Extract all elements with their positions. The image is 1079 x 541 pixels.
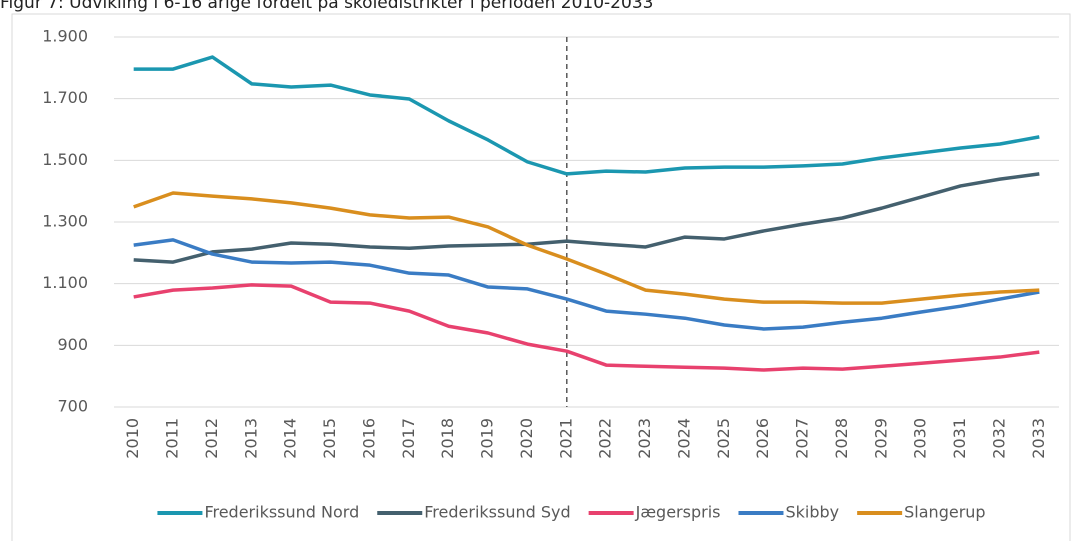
chart-title: Figur 7: Udvikling i 6-16 årige fordelt … [0, 0, 653, 13]
x-tick-label: 2013 [241, 418, 260, 459]
series-line [133, 172, 1040, 264]
x-tick-label: 2016 [359, 418, 378, 459]
x-tick-label: 2012 [202, 418, 221, 459]
x-tick-label: 2032 [989, 418, 1008, 459]
x-tick-label: 2030 [911, 418, 930, 459]
legend-label: Frederikssund Syd [424, 503, 570, 522]
y-tick-label: 1.100 [42, 273, 88, 292]
x-tick-label: 2020 [517, 418, 536, 459]
x-tick-label: 2025 [714, 418, 733, 459]
y-tick-label: 1.500 [42, 150, 88, 169]
x-tick-label: 2015 [320, 418, 339, 459]
series-line [133, 191, 1040, 305]
legend-label: Frederikssund Nord [204, 503, 359, 522]
x-tick-label: 2019 [478, 418, 497, 459]
legend-label: Jægerspris [635, 503, 721, 522]
x-tick-label: 2024 [674, 418, 693, 459]
x-tick-label: 2031 [950, 418, 969, 459]
x-tick-label: 2011 [163, 418, 182, 459]
y-tick-label: 1.900 [42, 27, 88, 46]
x-tick-label: 2022 [596, 418, 615, 459]
x-tick-label: 2023 [635, 418, 654, 459]
x-tick-label: 2021 [556, 418, 575, 459]
y-tick-label: 1.700 [42, 88, 88, 107]
x-tick-label: 2026 [753, 418, 772, 459]
x-tick-label: 2018 [438, 418, 457, 459]
x-tick-label: 2017 [399, 418, 418, 459]
y-tick-label: 1.300 [42, 212, 88, 231]
series-line [133, 283, 1040, 372]
legend-label: Skibby [785, 503, 839, 522]
y-tick-label: 900 [57, 335, 88, 354]
x-tick-label: 2033 [1029, 418, 1048, 459]
series-line [133, 55, 1040, 176]
legend-label: Slangerup [904, 503, 985, 522]
x-tick-label: 2014 [281, 418, 300, 459]
x-tick-label: 2027 [793, 418, 812, 459]
x-tick-label: 2028 [832, 418, 851, 459]
x-tick-label: 2010 [123, 418, 142, 459]
chart-border [11, 13, 1071, 541]
series-line [133, 238, 1040, 331]
y-tick-label: 700 [57, 397, 88, 416]
x-tick-label: 2029 [871, 418, 890, 459]
